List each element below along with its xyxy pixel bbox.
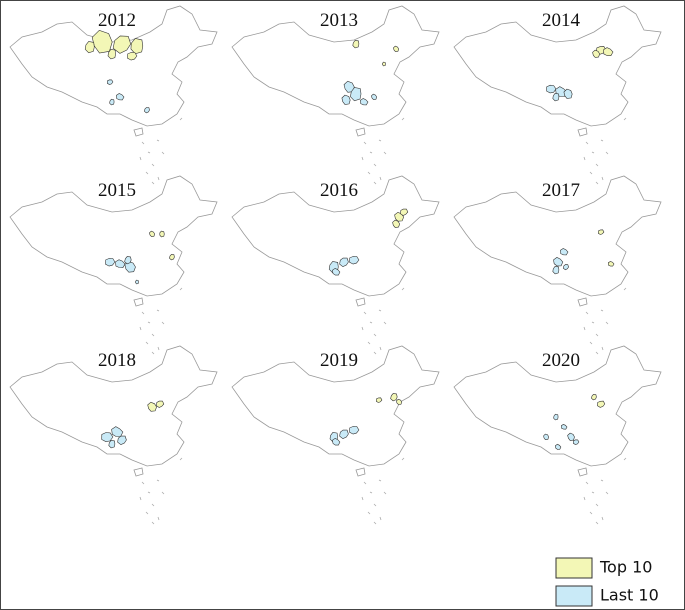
region-top <box>107 48 116 60</box>
region-last <box>560 248 569 256</box>
map-panel: 2013 <box>231 5 440 185</box>
region-last <box>553 413 559 421</box>
panel-year: 2015 <box>98 180 136 201</box>
region-top <box>393 45 400 52</box>
region-top <box>149 230 156 237</box>
china-outline <box>231 5 440 185</box>
legend-label: Last 10 <box>600 586 659 605</box>
region-top <box>382 61 386 67</box>
region-last <box>101 432 114 443</box>
region-last <box>135 279 139 285</box>
map-panel: 2019 <box>231 345 440 525</box>
region-last <box>552 92 560 102</box>
region-last <box>339 257 349 268</box>
region-last <box>349 426 360 435</box>
panel-year: 2016 <box>320 180 358 201</box>
region-last <box>332 267 341 276</box>
legend-swatch-last <box>555 585 593 607</box>
legend-swatch-top <box>555 557 593 579</box>
panel-year: 2018 <box>98 350 136 371</box>
region-last <box>546 84 557 94</box>
region-last <box>115 259 126 269</box>
region-last <box>350 87 362 102</box>
panel-year: 2013 <box>320 10 358 31</box>
region-last <box>554 443 562 450</box>
map-panel: 2020 <box>453 345 662 525</box>
panel-year: 2014 <box>542 10 581 31</box>
panel-year: 2017 <box>542 180 580 201</box>
panel-year: 2020 <box>542 350 580 371</box>
region-last <box>144 107 150 114</box>
region-last <box>117 435 127 446</box>
region-last <box>111 426 124 437</box>
map-panel: 2018 <box>9 345 218 525</box>
region-last <box>562 264 569 271</box>
region-last <box>108 439 116 449</box>
region-last <box>563 88 573 99</box>
map-panel: 2014 <box>453 5 662 185</box>
map-panel: 2015 <box>9 175 218 355</box>
region-top <box>591 394 597 401</box>
china-outline <box>9 5 218 185</box>
region-last <box>124 256 132 265</box>
region-top <box>390 393 398 402</box>
region-top <box>91 29 113 54</box>
region-top <box>159 230 165 238</box>
region-top <box>112 35 132 54</box>
region-last <box>360 98 369 106</box>
region-last <box>371 93 378 100</box>
region-last <box>553 257 564 267</box>
region-top <box>396 398 403 405</box>
map-panel: 2016 <box>231 175 440 355</box>
region-last <box>116 93 125 101</box>
region-top <box>392 219 401 228</box>
region-top <box>130 38 144 55</box>
region-top <box>156 400 165 408</box>
region-last <box>349 256 360 265</box>
region-last <box>339 429 349 440</box>
region-top <box>147 401 157 412</box>
region-last <box>567 432 575 441</box>
map-grid: 2012 2013 2014 2015 2016 2017 2018 2019 2020 <box>9 5 662 525</box>
region-top <box>352 39 360 49</box>
region-last <box>560 424 568 430</box>
panel-year: 2019 <box>320 350 358 371</box>
region-last <box>543 433 549 441</box>
panel-year: 2012 <box>98 10 136 31</box>
region-top <box>607 261 615 267</box>
map-panel: 2017 <box>453 175 662 355</box>
region-last <box>341 94 351 105</box>
china-outline <box>9 175 218 355</box>
region-last <box>109 98 115 106</box>
region-top <box>592 49 601 58</box>
region-top <box>169 254 175 261</box>
china-outline <box>453 345 662 525</box>
region-last <box>106 79 114 85</box>
region-top <box>375 397 383 403</box>
region-top <box>84 41 95 54</box>
region-top <box>127 52 138 61</box>
region-last <box>105 258 116 267</box>
region-top <box>400 208 409 216</box>
region-last <box>572 439 580 445</box>
region-last <box>332 437 341 446</box>
region-top <box>597 229 605 235</box>
legend-label: Top 10 <box>599 558 652 577</box>
legend: Top 10 Last 10 <box>555 557 659 607</box>
region-top <box>597 400 606 408</box>
region-top <box>603 47 614 57</box>
map-panel: 2012 <box>9 5 218 185</box>
region-last <box>552 265 560 275</box>
